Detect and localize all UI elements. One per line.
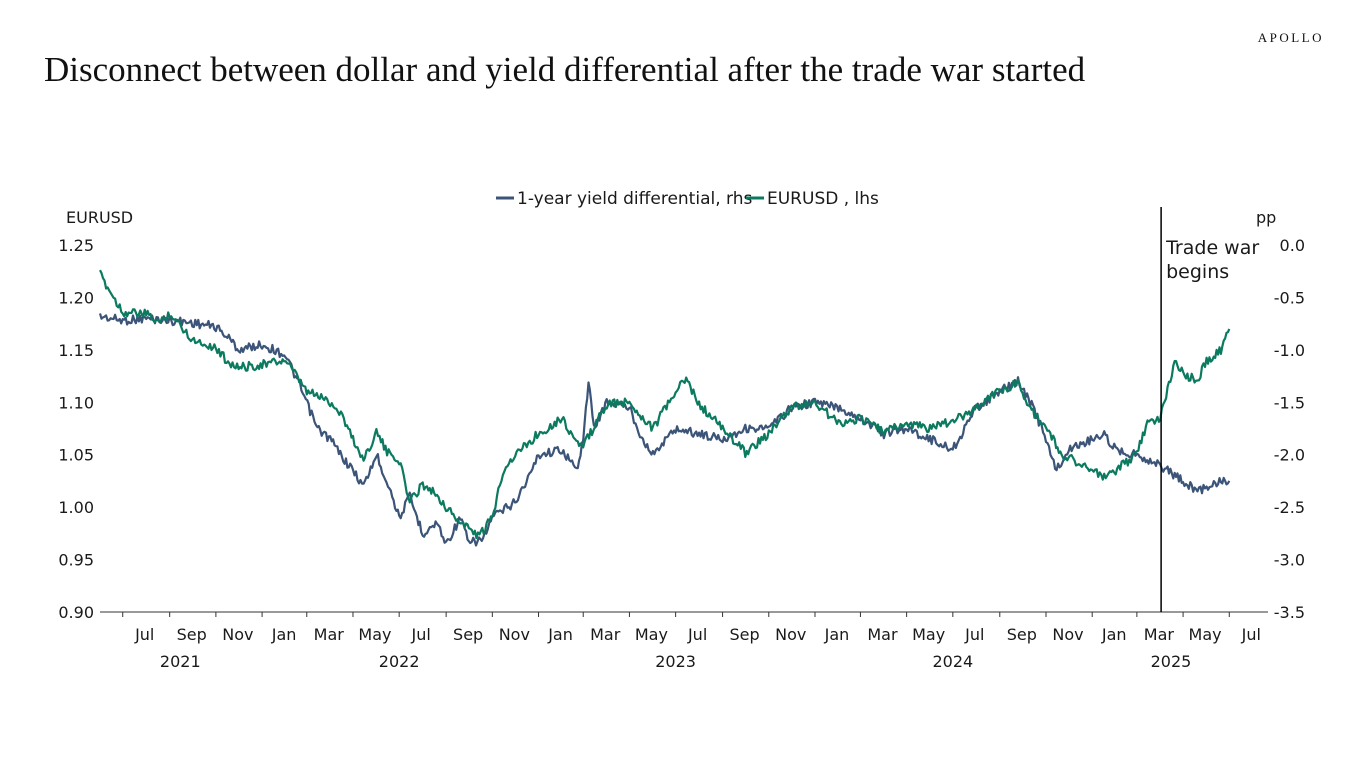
x-axis-month-label: Sep bbox=[730, 625, 760, 644]
left-axis-tick-label: 1.25 bbox=[58, 236, 94, 255]
brand-logo: APOLLO bbox=[1257, 30, 1324, 45]
right-axis-tick-label: 0.0 bbox=[1280, 236, 1305, 255]
x-axis-month-label: Jul bbox=[964, 625, 984, 644]
x-axis-month-label: Jul bbox=[411, 625, 431, 644]
x-axis-month-label: Sep bbox=[177, 625, 207, 644]
left-axis-tick-label: 0.90 bbox=[58, 603, 94, 622]
x-axis-month-label: Jan bbox=[824, 625, 850, 644]
left-axis-tick-label: 1.05 bbox=[58, 446, 94, 465]
x-axis-month-label: Jul bbox=[687, 625, 707, 644]
x-axis-year-label: 2021 bbox=[160, 652, 201, 671]
x-axis-month-label: Jan bbox=[1101, 625, 1127, 644]
x-axis-year-label: 2023 bbox=[655, 652, 696, 671]
right-axis-tick-label: -1.0 bbox=[1274, 341, 1305, 360]
x-axis-month-label: Nov bbox=[1052, 625, 1083, 644]
right-axis-tick-label: -0.5 bbox=[1274, 288, 1305, 307]
right-axis-tick-label: -2.0 bbox=[1274, 446, 1305, 465]
x-axis-month-label: Jul bbox=[134, 625, 154, 644]
x-axis-month-label: May bbox=[358, 625, 391, 644]
x-axis-year-label: 2022 bbox=[379, 652, 420, 671]
x-axis-month-label: Nov bbox=[775, 625, 806, 644]
left-axis-title: EURUSD bbox=[66, 208, 133, 227]
x-axis-month-label: Jan bbox=[547, 625, 573, 644]
x-axis-month-label: May bbox=[635, 625, 668, 644]
x-axis-month-label: Mar bbox=[1144, 625, 1175, 644]
right-axis-tick-label: -3.5 bbox=[1274, 603, 1305, 622]
left-axis-tick-label: 0.95 bbox=[58, 551, 94, 570]
x-axis-month-label: Nov bbox=[499, 625, 530, 644]
x-axis-month-label: Sep bbox=[453, 625, 483, 644]
trade-war-annotation-line-1: Trade war bbox=[1165, 237, 1259, 259]
x-axis-month-label: May bbox=[912, 625, 945, 644]
x-axis-month-label: Jul bbox=[1241, 625, 1261, 644]
x-axis-month-label: May bbox=[1189, 625, 1222, 644]
left-axis-tick-label: 1.15 bbox=[58, 341, 94, 360]
yield-differential-line bbox=[98, 313, 1231, 547]
right-axis-tick-label: -2.5 bbox=[1274, 498, 1305, 517]
x-axis-month-label: Jan bbox=[271, 625, 297, 644]
left-axis-tick-label: 1.20 bbox=[58, 288, 94, 307]
left-axis-ticks: 0.90 0.95 1.00 1.05 1.10 1.15 1.20 1.25 bbox=[58, 236, 94, 622]
x-axis-month-label: Mar bbox=[590, 625, 621, 644]
x-axis-month-label: Mar bbox=[314, 625, 345, 644]
x-axis-ticks: Jul Sep Nov Jan Mar May Jul Sep Nov Jan Mar May Jul S… bbox=[122, 612, 1261, 671]
right-axis-tick-label: -1.5 bbox=[1274, 393, 1305, 412]
x-axis-year-label: 2024 bbox=[932, 652, 973, 671]
legend-label-yield-differential: 1-year yield differential, rhs bbox=[517, 189, 752, 209]
right-axis-title: pp bbox=[1256, 208, 1276, 227]
left-axis-tick-label: 1.10 bbox=[58, 393, 94, 412]
page-title: Disconnect between dollar and yield diff… bbox=[44, 50, 1086, 89]
left-axis-tick-label: 1.00 bbox=[58, 498, 94, 517]
legend-label-eurusd: EURUSD , lhs bbox=[767, 189, 879, 209]
x-axis-month-label: Nov bbox=[222, 625, 253, 644]
x-axis-month-label: Mar bbox=[867, 625, 898, 644]
eurusd-line bbox=[99, 269, 1231, 540]
legend: 1-year yield differential, rhs EURUSD , … bbox=[496, 189, 879, 209]
right-axis-tick-label: -3.0 bbox=[1274, 551, 1305, 570]
trade-war-annotation-line-2: begins bbox=[1166, 261, 1229, 283]
right-axis-ticks: -3.5 -3.0 -2.5 -2.0 -1.5 -1.0 -0.5 0.0 bbox=[1274, 236, 1305, 622]
x-axis-month-label: Sep bbox=[1007, 625, 1037, 644]
series-group bbox=[98, 269, 1231, 547]
x-axis-year-label: 2025 bbox=[1151, 652, 1192, 671]
